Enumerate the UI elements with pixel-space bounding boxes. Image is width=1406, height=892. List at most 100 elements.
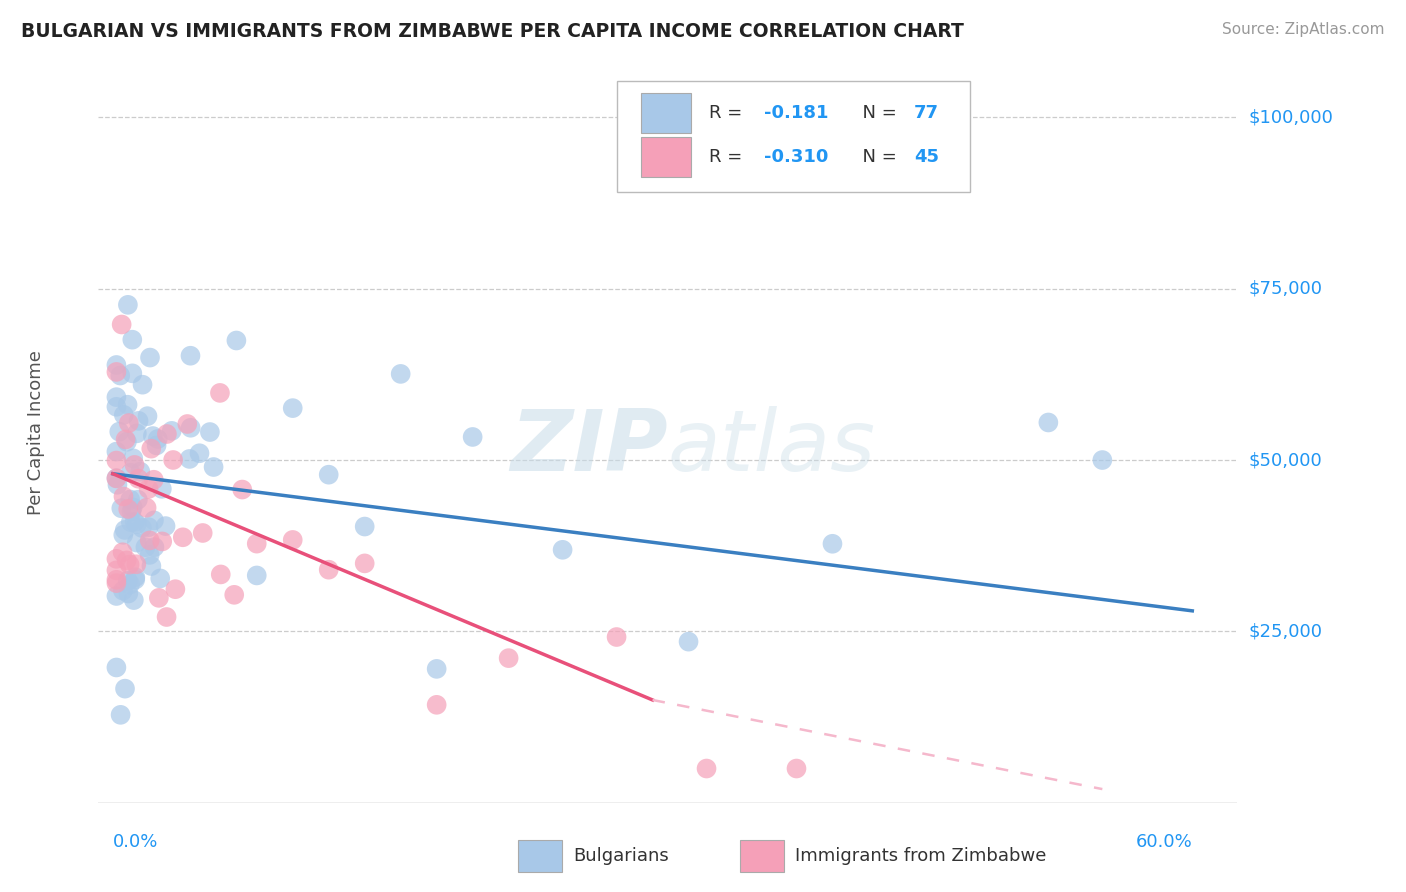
Point [162,453,184,467]
Text: 0.0%: 0.0% [112,833,159,851]
Point [115,553,138,567]
Point [105,576,128,591]
Point [112,490,135,504]
Point [1091,453,1114,467]
Point [125,558,148,572]
Text: ZIP: ZIP [510,406,668,489]
Point [125,426,148,441]
Point [318,467,340,482]
Point [150,482,173,496]
Text: Per Capita Income: Per Capita Income [27,351,45,515]
Point [122,451,145,466]
Text: -0.310: -0.310 [763,148,828,166]
Point [112,408,135,422]
Point [114,681,136,696]
Point [136,409,159,424]
Point [172,530,194,544]
Point [198,425,221,439]
Point [121,333,143,347]
Text: 77: 77 [914,103,939,122]
Point [105,471,128,485]
Point [120,577,142,591]
Point [121,504,143,518]
Text: BULGARIAN VS IMMIGRANTS FROM ZIMBABWE PER CAPITA INCOME CORRELATION CHART: BULGARIAN VS IMMIGRANTS FROM ZIMBABWE PE… [21,22,965,41]
Point [141,442,163,456]
Point [142,429,165,443]
Point [117,586,139,600]
Point [105,471,128,485]
Point [131,521,153,535]
Point [124,458,146,472]
Text: N =: N = [851,103,903,122]
Point [122,593,145,607]
Point [128,414,150,428]
Point [105,660,128,674]
Point [115,434,138,449]
Point [121,367,143,381]
Point [139,351,162,365]
Point [120,515,142,529]
Point [165,582,187,597]
Point [107,477,129,491]
Point [141,559,163,574]
Point [785,762,807,776]
Point [114,433,136,447]
Point [426,662,449,676]
Point [176,417,198,431]
Point [124,570,146,584]
Point [105,365,128,379]
Point [142,473,165,487]
Point [117,398,139,412]
Point [138,482,160,496]
Text: R =: R = [709,148,748,166]
Point [105,573,128,587]
Point [105,552,128,566]
Point [105,390,128,404]
Point [160,424,183,438]
Point [105,589,128,603]
Text: Immigrants from Zimbabwe: Immigrants from Zimbabwe [796,847,1047,865]
Point [112,528,135,542]
Point [117,298,139,312]
Point [118,558,141,572]
FancyBboxPatch shape [641,137,690,178]
Point [281,401,304,416]
Point [461,430,484,444]
Point [135,500,157,515]
Text: Source: ZipAtlas.com: Source: ZipAtlas.com [1222,22,1385,37]
Point [353,557,375,571]
Point [138,520,160,534]
Point [246,536,269,550]
Point [124,515,146,529]
Point [129,465,152,479]
Point [551,542,574,557]
Point [224,588,246,602]
Point [134,540,156,554]
Point [125,535,148,549]
Point [426,698,449,712]
Point [111,583,134,598]
Point [209,567,232,582]
Point [108,425,131,439]
Point [110,501,132,516]
Point [105,358,128,372]
FancyBboxPatch shape [740,840,785,872]
Point [246,568,269,582]
Point [110,368,132,383]
Point [127,492,149,507]
Text: 60.0%: 60.0% [1136,833,1192,851]
Point [143,513,166,527]
Point [191,526,214,541]
Text: $25,000: $25,000 [1249,623,1323,640]
Point [110,707,132,722]
Point [202,460,225,475]
Point [105,563,128,577]
Point [117,502,139,516]
Point [678,634,700,648]
Point [105,444,128,458]
Point [155,519,177,533]
Point [208,385,231,400]
FancyBboxPatch shape [641,93,690,133]
Point [225,334,247,348]
Point [117,574,139,588]
